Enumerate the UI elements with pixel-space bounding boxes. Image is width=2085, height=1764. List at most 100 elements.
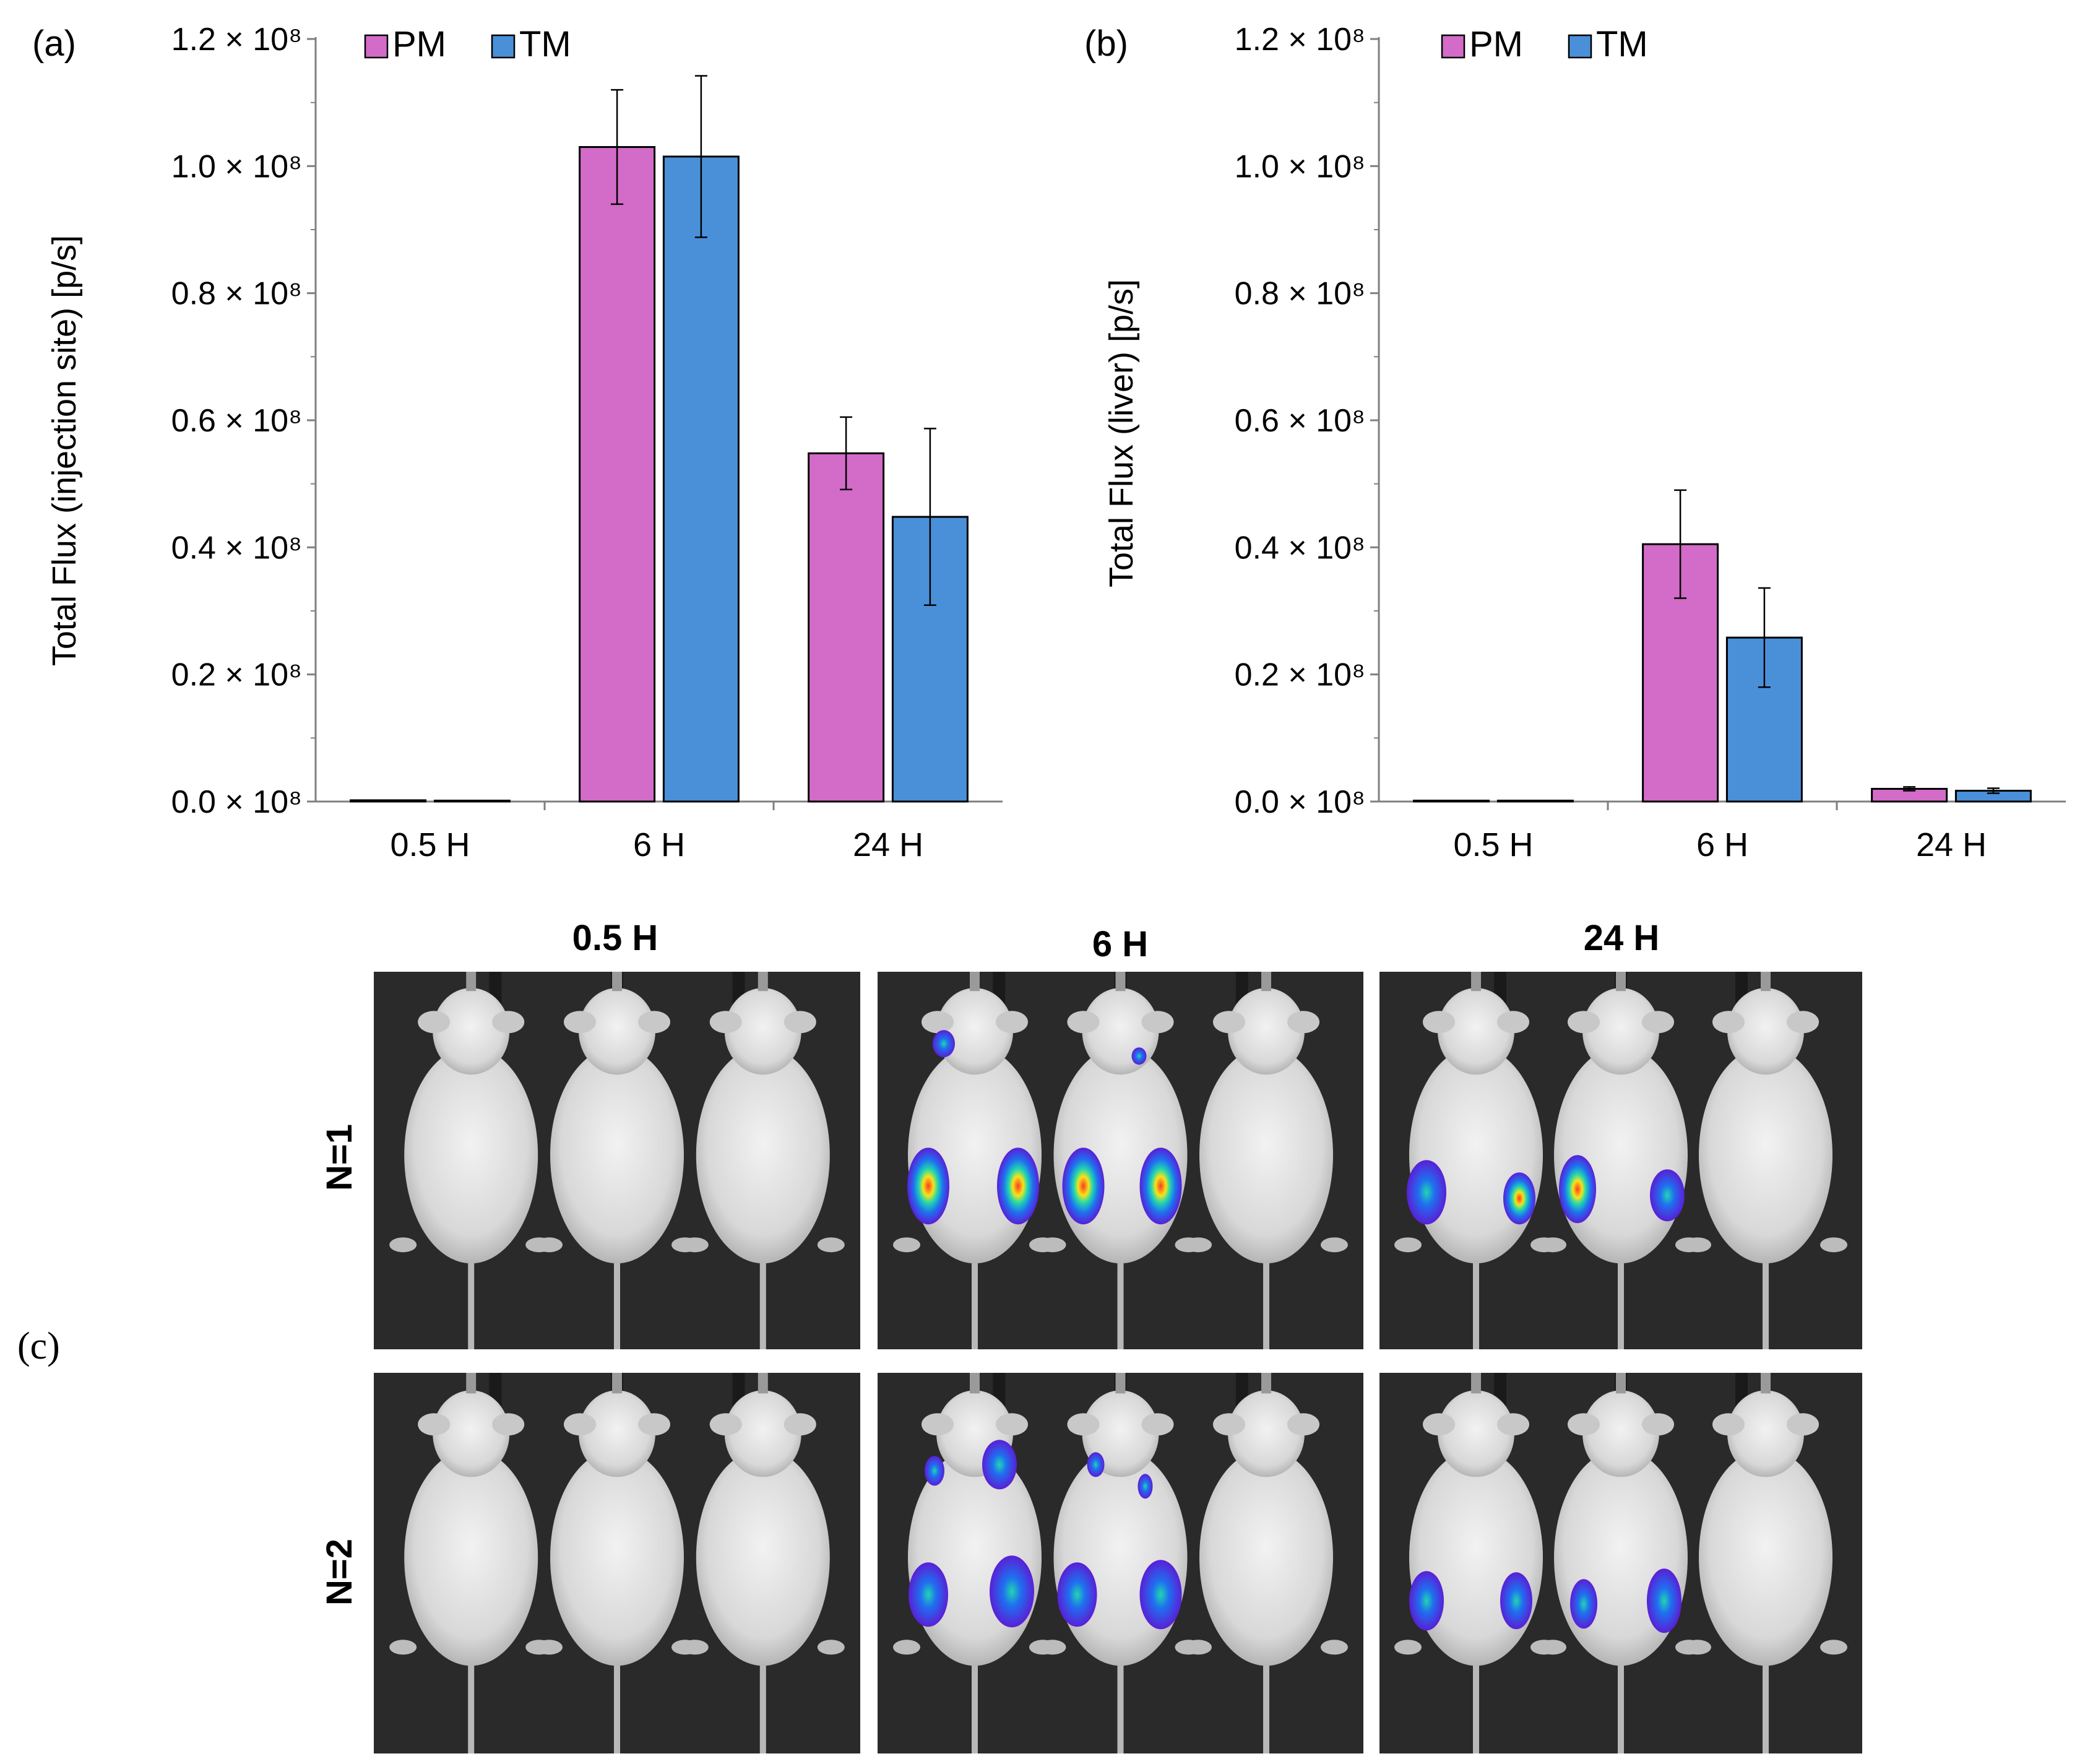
mouse-ear: [492, 1011, 525, 1034]
y-tick-label: 0.2 × 10⁸: [1235, 657, 1365, 693]
mouse-foot: [1820, 1237, 1847, 1253]
mouse: [1684, 972, 1847, 1349]
mouse-tail: [759, 1248, 766, 1349]
mouse-foot: [1185, 1640, 1212, 1655]
mouse-head: [433, 988, 510, 1075]
mouse-tail: [1763, 1248, 1769, 1349]
y-tick-label: 0.4 × 10⁸: [171, 530, 302, 566]
panel-label-c: (c): [17, 1325, 60, 1367]
imaging-photo: [1379, 1373, 1862, 1753]
nose-cone: [1261, 972, 1271, 992]
column-label-24h: 24 H: [1584, 918, 1660, 958]
x-tick-label: 0.5 H: [390, 826, 470, 863]
legend-swatch-pm: [1441, 34, 1466, 59]
mouse-head: [724, 1390, 801, 1477]
x-tick-label: 6 H: [1696, 826, 1748, 863]
imaging-photo: [878, 972, 1363, 1349]
mouse-tail: [1263, 1248, 1269, 1349]
mouse-ear: [1423, 1413, 1455, 1436]
chart-injection-site: (a) Total Flux (injection site) [p/s] 0.…: [32, 22, 1003, 863]
bar-tm-05h: [1496, 800, 1574, 803]
bioluminescence-spot: [1131, 1047, 1147, 1065]
mouse-ear: [1213, 1011, 1245, 1034]
mouse-ear: [709, 1011, 742, 1034]
legend-label-tm: TM: [1596, 24, 1648, 64]
row-label-n1: N=1: [319, 1124, 360, 1191]
mouse-ear: [1497, 1011, 1529, 1034]
mouse-body: [550, 1449, 684, 1666]
mouse-tail: [1117, 1650, 1124, 1753]
bar-pm-05h: [350, 799, 427, 803]
x-tick-label: 24 H: [1916, 826, 1987, 863]
y-tick-label: 0.0 × 10⁸: [1235, 784, 1365, 820]
y-tick-label: 1.0 × 10⁸: [1235, 149, 1365, 184]
mouse-tail: [1618, 1248, 1624, 1349]
mouse-ear: [492, 1413, 525, 1436]
mouse: [1684, 1373, 1847, 1753]
bioluminescence-spot: [1139, 1560, 1182, 1630]
x-tick-label: 0.5 H: [1453, 826, 1533, 863]
nose-cone: [1761, 1373, 1771, 1394]
y-tick-label: 0.0 × 10⁸: [171, 784, 302, 820]
nose-cone: [1761, 972, 1771, 992]
nose-cone: [466, 1373, 477, 1394]
mouse-foot: [893, 1237, 920, 1253]
y-tick-label: 0.8 × 10⁸: [1235, 276, 1365, 312]
mouse-ear: [564, 1011, 596, 1034]
mouse-body: [1199, 1047, 1333, 1264]
mouse-ear: [996, 1011, 1028, 1034]
imaging-photo: [878, 1373, 1363, 1753]
mouse-head: [433, 1390, 510, 1477]
mouse-tail: [468, 1248, 475, 1349]
mouse-head: [579, 988, 655, 1075]
y-tick-label: 0.4 × 10⁸: [1235, 530, 1365, 566]
mouse: [535, 972, 699, 1349]
bioluminescence-spot: [1500, 1572, 1532, 1630]
mouse-ear: [1213, 1413, 1245, 1436]
mouse-ear: [1067, 1413, 1100, 1436]
bar-pm-6h: [579, 146, 656, 803]
legend-label-tm: TM: [519, 24, 571, 64]
mouse-ear: [783, 1413, 816, 1436]
nose-cone: [466, 972, 477, 992]
bioluminescence-spot: [997, 1148, 1039, 1225]
mouse-tail: [1117, 1248, 1124, 1349]
y-tick-label: 0.2 × 10⁸: [171, 657, 302, 693]
bioluminescence-spot: [982, 1440, 1017, 1490]
mouse-foot: [1394, 1237, 1422, 1253]
bioluminescence-spot: [1570, 1579, 1597, 1629]
imaging-panel: (c) 0.5 H 6 H 24 H N=1 N=2: [17, 918, 1862, 1753]
mouse-tail: [1473, 1248, 1479, 1349]
mouse-head: [936, 988, 1013, 1075]
mouse-foot: [1684, 1237, 1711, 1253]
mouse-ear: [1141, 1011, 1174, 1034]
mouse: [1185, 972, 1348, 1349]
y-tick-label: 1.0 × 10⁸: [171, 149, 302, 184]
mouse-head: [1438, 1390, 1514, 1477]
imaging-photo: [1379, 972, 1862, 1349]
panel-label-a: (a): [32, 24, 76, 64]
bioluminescence-spot: [1087, 1452, 1105, 1477]
mouse: [681, 1373, 845, 1753]
mouse-foot: [1038, 1237, 1066, 1253]
mouse-ear: [1642, 1011, 1674, 1034]
mouse-ear: [1287, 1011, 1319, 1034]
bioluminescence-spot: [1647, 1568, 1681, 1633]
mouse-tail: [759, 1650, 766, 1753]
mouse-head: [1582, 1390, 1659, 1477]
mouse: [1185, 1373, 1348, 1753]
mouse-ear: [1287, 1413, 1319, 1436]
y-tick-label: 1.2 × 10⁸: [171, 22, 302, 58]
row-label-n2: N=2: [319, 1539, 360, 1606]
y-tick-label: 0.6 × 10⁸: [1235, 403, 1365, 439]
column-label-0-5h: 0.5 H: [572, 918, 658, 958]
bioluminescence-spot: [1650, 1169, 1685, 1222]
mouse-tail: [1473, 1650, 1479, 1753]
mouse-ear: [1787, 1011, 1819, 1034]
mouse-ear: [922, 1413, 954, 1436]
mouse-foot: [389, 1640, 417, 1655]
mouse-foot: [535, 1237, 563, 1253]
mouse-ear: [1712, 1413, 1745, 1436]
mouse-ear: [709, 1413, 742, 1436]
mouse-head: [1727, 988, 1804, 1075]
